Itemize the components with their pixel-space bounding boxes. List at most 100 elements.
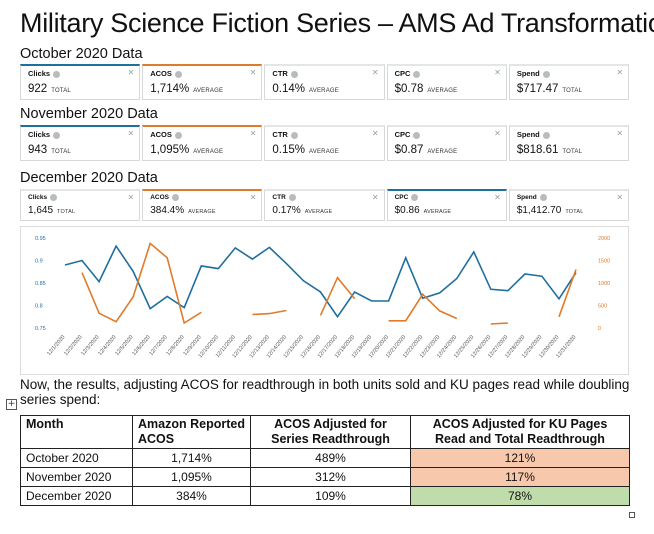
metric-value: $818.61 TOTAL (516, 144, 583, 156)
metric-label: Clicks (28, 69, 61, 78)
close-icon[interactable]: ✕ (249, 129, 257, 138)
table-row: October 2020 1,714% 489% 121% (20, 448, 630, 468)
table-cell: 117% (410, 467, 630, 487)
y-right-tick-label: 1000 (598, 281, 610, 287)
y-right-tick-label: 2000 (598, 236, 610, 242)
metric-card-cpc[interactable]: CPC ✕ $0.78 AVERAGE (386, 64, 507, 100)
metric-value: $0.87 AVERAGE (394, 144, 458, 156)
metric-card-acos[interactable]: ACOS ✕ 1,095% AVERAGE (142, 125, 263, 161)
y-left-tick-label: 0.85 (35, 281, 46, 287)
metric-card-clicks[interactable]: Clicks ✕ 922 TOTAL (20, 64, 141, 100)
series-line-acos (388, 293, 458, 322)
line-chart-svg: 0.750.80.850.90.95050010001500200012/1/2… (35, 236, 610, 359)
table-row: November 2020 1,095% 312% 117% (20, 467, 630, 487)
metric-label: Spend (517, 194, 547, 201)
close-icon[interactable]: ✕ (616, 68, 624, 77)
metric-value: 384.4% AVERAGE (150, 205, 216, 216)
y-left-tick-label: 0.75 (35, 326, 46, 332)
info-icon (413, 70, 421, 78)
close-icon[interactable]: ✕ (371, 193, 379, 202)
close-icon[interactable]: ✕ (249, 193, 257, 202)
section-heading-december: December 2020 Data (20, 170, 158, 186)
metric-label: ACOS (150, 69, 182, 78)
table-header: Month (20, 415, 133, 449)
info-icon (50, 194, 58, 201)
metric-label: Clicks (28, 194, 58, 201)
table-cell: 1,714% (132, 448, 251, 468)
close-icon[interactable]: ✕ (494, 129, 501, 138)
series-line-acos (252, 309, 287, 316)
info-icon (542, 70, 550, 78)
table-cell: 121% (410, 448, 630, 468)
table-cell: 78% (410, 486, 630, 506)
y-left-tick-label: 0.9 (35, 259, 43, 265)
close-icon[interactable]: ✕ (494, 68, 501, 77)
metric-label: CPC (395, 69, 421, 78)
metric-card-clicks[interactable]: Clicks ✕ 1,645 TOTAL (20, 189, 141, 221)
close-icon[interactable]: ✕ (616, 129, 624, 138)
metric-card-spend[interactable]: Spend ✕ $818.61 TOTAL (508, 125, 630, 161)
metric-card-spend[interactable]: Spend ✕ $717.47 TOTAL (508, 64, 630, 100)
metric-card-ctr[interactable]: CTR ✕ 0.17% AVERAGE (264, 189, 385, 221)
metric-label: CTR (272, 194, 296, 201)
metric-value: $0.86 AVERAGE (394, 205, 452, 216)
metric-card-ctr[interactable]: CTR ✕ 0.14% AVERAGE (264, 64, 385, 100)
y-right-tick-label: 500 (598, 304, 607, 310)
series-line-acos (558, 269, 577, 318)
close-icon[interactable]: ✕ (371, 68, 379, 77)
section-heading-october: October 2020 Data (20, 46, 143, 62)
table-move-icon[interactable]: + (6, 399, 17, 410)
metric-label: ACOS (150, 194, 179, 201)
results-table: Month Amazon Reported ACOS ACOS Adjusted… (20, 415, 630, 506)
close-icon[interactable]: ✕ (127, 129, 135, 138)
metric-card-acos[interactable]: ACOS ✕ 384.4% AVERAGE (142, 189, 263, 221)
metric-card-cpc[interactable]: CPC ✕ $0.86 AVERAGE (386, 189, 507, 221)
metric-card-cpc[interactable]: CPC ✕ $0.87 AVERAGE (386, 125, 507, 161)
table-resize-handle[interactable] (629, 512, 635, 518)
metric-card-clicks[interactable]: Clicks ✕ 943 TOTAL (20, 125, 141, 161)
table-cell: 384% (132, 486, 251, 506)
line-chart: 0.75 0.8 0.85 0.9 0.95 0 500 1000 1500 2000 12/1/2… (20, 226, 629, 375)
metric-value: 1,645 TOTAL (28, 205, 76, 216)
y-left-tick-label: 0.8 (35, 304, 43, 310)
info-icon (411, 194, 419, 201)
metric-label: Spend (517, 69, 550, 78)
close-icon[interactable]: ✕ (371, 129, 379, 138)
metric-card-ctr[interactable]: CTR ✕ 0.15% AVERAGE (264, 125, 385, 161)
series-line-acos (319, 276, 356, 316)
metric-card-acos[interactable]: ACOS ✕ 1,714% AVERAGE (142, 64, 263, 100)
info-icon (290, 70, 298, 78)
metric-value: 0.17% AVERAGE (272, 205, 333, 216)
metric-label: ACOS (150, 130, 182, 139)
table-header: ACOS Adjusted for Series Readthrough (250, 415, 411, 449)
close-icon[interactable]: ✕ (127, 193, 135, 202)
y-right-tick-label: 1500 (598, 259, 610, 265)
table-cell: November 2020 (20, 467, 133, 487)
info-icon (288, 194, 296, 201)
table-cell: 489% (250, 448, 411, 468)
section-heading-november: November 2020 Data (20, 106, 158, 122)
info-icon (171, 194, 179, 201)
close-icon[interactable]: ✕ (127, 68, 135, 77)
y-left-tick-label: 0.95 (35, 236, 46, 242)
metric-label: CPC (395, 194, 419, 201)
info-icon (174, 70, 182, 78)
close-icon[interactable]: ✕ (249, 68, 257, 77)
metric-value: $0.78 AVERAGE (394, 83, 458, 95)
info-icon (53, 70, 61, 78)
metric-value: $1,412.70 TOTAL (516, 205, 584, 216)
close-icon[interactable]: ✕ (494, 193, 501, 202)
y-right-tick-label: 0 (598, 326, 601, 332)
metric-value: 1,095% AVERAGE (150, 144, 224, 156)
metric-value: 0.14% AVERAGE (272, 83, 339, 95)
close-icon[interactable]: ✕ (616, 193, 624, 202)
table-header: ACOS Adjusted for KU Pages Read and Tota… (410, 415, 630, 449)
info-icon (539, 194, 547, 201)
info-icon (53, 131, 61, 139)
info-icon (174, 131, 182, 139)
page-title: Military Science Fiction Series – AMS Ad… (20, 8, 654, 38)
table-header-row: Month Amazon Reported ACOS ACOS Adjusted… (20, 415, 630, 449)
series-line-acos (81, 242, 202, 325)
metric-card-spend[interactable]: Spend ✕ $1,412.70 TOTAL (508, 189, 630, 221)
info-icon (413, 131, 421, 139)
